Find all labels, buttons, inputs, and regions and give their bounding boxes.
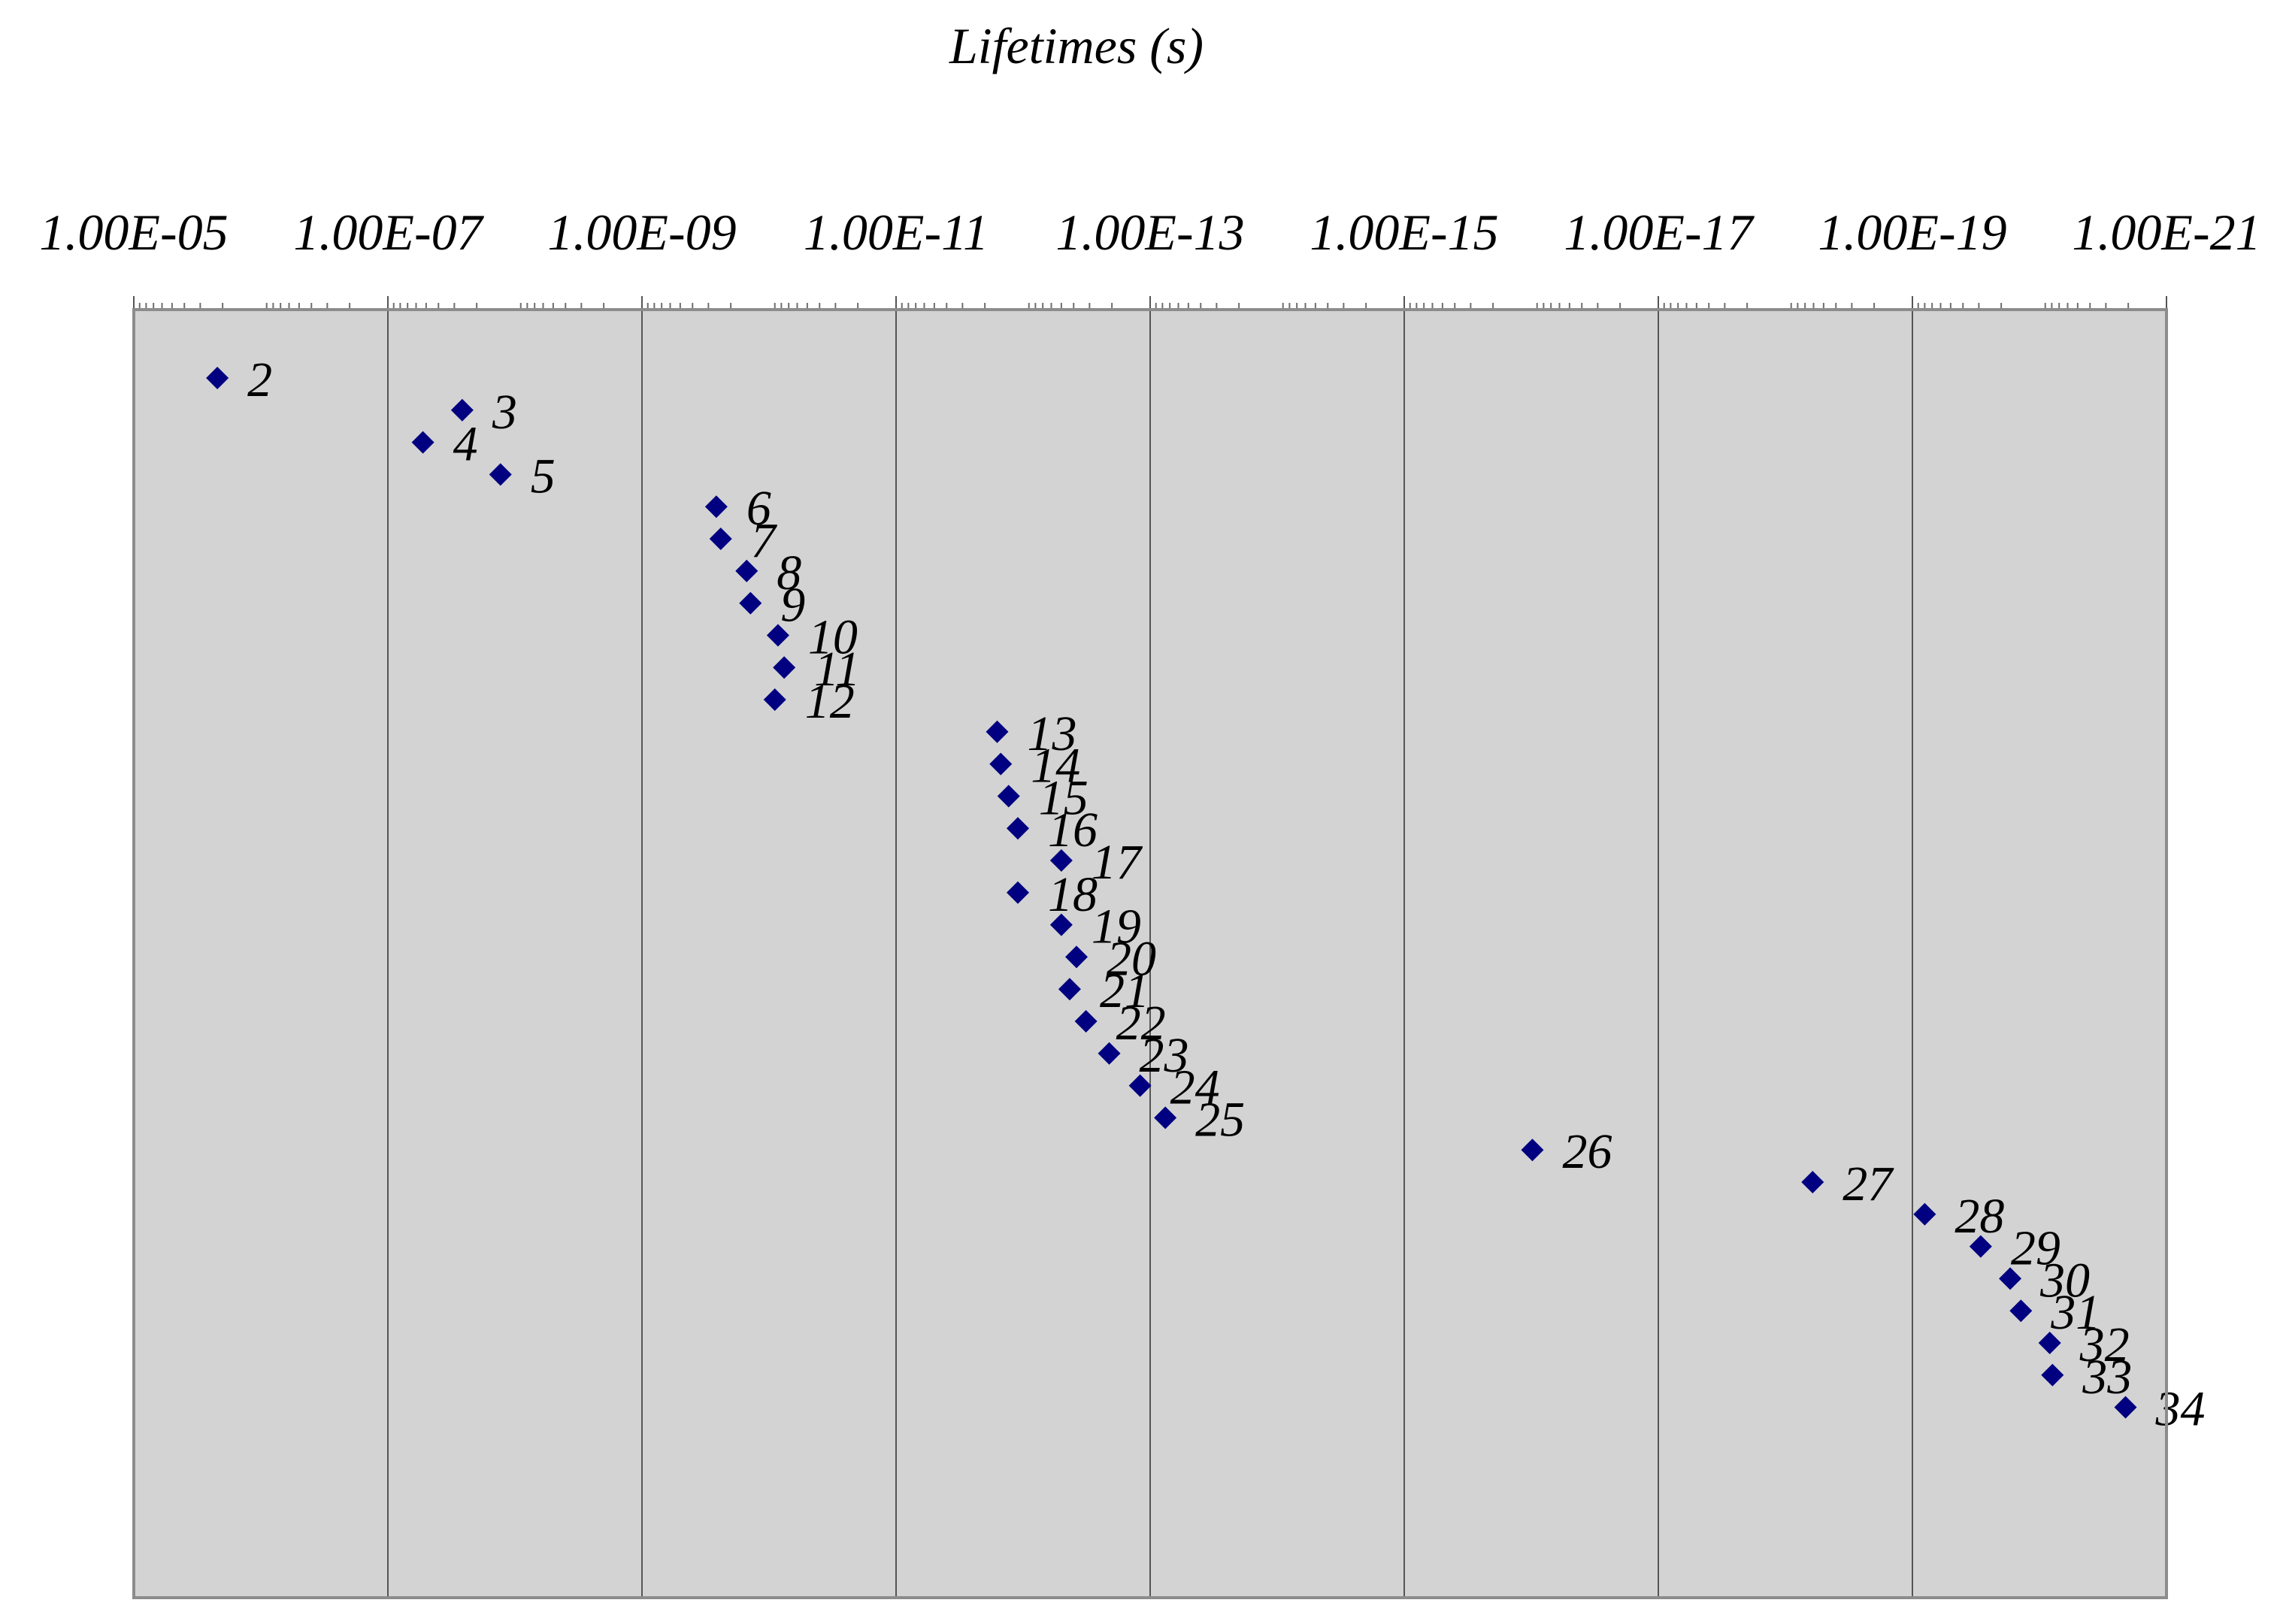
data-point bbox=[1049, 849, 1073, 872]
data-point bbox=[2041, 1363, 2064, 1387]
data-point bbox=[1999, 1267, 2022, 1290]
data-point bbox=[989, 752, 1013, 776]
x-tick-label: 1.00E-09 bbox=[547, 204, 736, 261]
data-label: 7 bbox=[751, 513, 778, 568]
data-point bbox=[1049, 913, 1073, 936]
data-label: 18 bbox=[1048, 867, 1098, 922]
data-label: 28 bbox=[1955, 1189, 2004, 1244]
data-point bbox=[1801, 1171, 1824, 1193]
x-tick-label: 1.00E-19 bbox=[1818, 204, 2006, 261]
data-point bbox=[1074, 1010, 1098, 1033]
data-point bbox=[1058, 978, 1081, 1001]
data-point bbox=[709, 528, 732, 550]
data-point bbox=[1969, 1235, 1992, 1258]
data-point bbox=[986, 720, 1009, 743]
data-point bbox=[1913, 1202, 1936, 1226]
data-label: 22 bbox=[1116, 996, 1166, 1051]
data-point bbox=[1007, 817, 1030, 840]
data-label: 19 bbox=[1092, 900, 1141, 954]
data-label: 14 bbox=[1031, 739, 1080, 794]
x-tick-labels: 1.00E-05 1.00E-07 1.00E-09 1.00E-11 1.00E-13… bbox=[39, 204, 2260, 261]
gridlines bbox=[133, 296, 2167, 1598]
x-tick-label: 1.00E-05 bbox=[39, 204, 228, 261]
data-point bbox=[1098, 1042, 1121, 1065]
data-label: 34 bbox=[2155, 1382, 2206, 1437]
data-label: 11 bbox=[814, 642, 860, 697]
data-point bbox=[489, 463, 512, 486]
data-point bbox=[766, 624, 789, 647]
data-label: 2 bbox=[247, 352, 272, 407]
data-point bbox=[2009, 1299, 2033, 1323]
data-point bbox=[1065, 945, 1089, 969]
data-label: 15 bbox=[1039, 770, 1089, 825]
data-point bbox=[1154, 1106, 1177, 1130]
data-label: 3 bbox=[492, 385, 517, 440]
x-axis-title: Lifetimes (s) bbox=[949, 17, 1204, 74]
data-point bbox=[206, 367, 229, 389]
data-point bbox=[1007, 881, 1030, 904]
data-point bbox=[1521, 1139, 1544, 1162]
data-label: 6 bbox=[746, 481, 771, 536]
x-tick-label: 1.00E-11 bbox=[804, 204, 989, 261]
data-label: 20 bbox=[1107, 931, 1156, 986]
x-tick-label: 1.00E-17 bbox=[1564, 204, 1755, 261]
data-label: 12 bbox=[805, 674, 855, 729]
x-tick-label: 1.00E-15 bbox=[1310, 204, 1498, 261]
data-point bbox=[773, 656, 796, 679]
data-label: 5 bbox=[531, 449, 556, 504]
data-label: 23 bbox=[1140, 1028, 1189, 1083]
data-label: 9 bbox=[780, 578, 805, 633]
data-points bbox=[206, 367, 2137, 1419]
data-label: 29 bbox=[2011, 1221, 2060, 1276]
data-label: 24 bbox=[1170, 1060, 1220, 1115]
data-point bbox=[735, 559, 758, 582]
x-tick-label: 1.00E-13 bbox=[1055, 204, 1244, 261]
plot-border bbox=[132, 308, 2168, 1599]
data-point bbox=[739, 591, 762, 615]
data-label: 26 bbox=[1562, 1124, 1612, 1179]
x-tick-label: 1.00E-07 bbox=[293, 204, 484, 261]
data-label: 16 bbox=[1048, 803, 1098, 857]
data-point bbox=[411, 431, 435, 454]
data-labels: 2345678910111213141516171819202122232425… bbox=[247, 352, 2205, 1437]
data-label: 31 bbox=[2050, 1285, 2100, 1340]
data-point bbox=[1128, 1074, 1152, 1097]
data-label: 4 bbox=[453, 417, 478, 472]
data-label: 21 bbox=[1100, 963, 1149, 1018]
data-label: 10 bbox=[808, 609, 858, 664]
data-label: 30 bbox=[2039, 1253, 2090, 1308]
data-point bbox=[2038, 1332, 2061, 1354]
data-point bbox=[997, 785, 1020, 808]
data-label: 13 bbox=[1028, 706, 1077, 761]
data-label: 17 bbox=[1092, 835, 1143, 890]
data-label: 27 bbox=[1842, 1157, 1894, 1211]
data-point bbox=[450, 398, 474, 422]
data-label: 32 bbox=[2079, 1317, 2130, 1372]
x-tick-label: 1.00E-21 bbox=[2072, 204, 2260, 261]
data-label: 33 bbox=[2082, 1350, 2132, 1405]
data-point bbox=[763, 688, 786, 711]
data-point bbox=[704, 495, 728, 519]
data-label: 8 bbox=[777, 546, 801, 600]
data-label: 25 bbox=[1195, 1092, 1245, 1147]
data-point bbox=[2114, 1396, 2137, 1419]
